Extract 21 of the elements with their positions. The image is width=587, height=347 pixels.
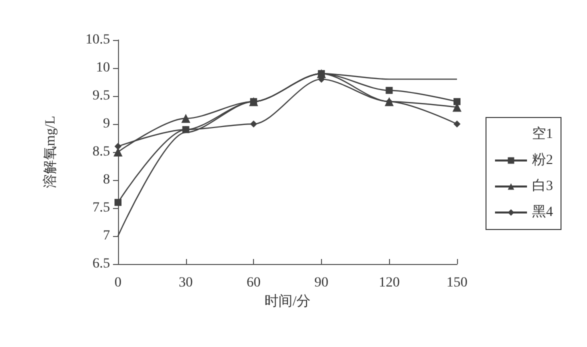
x-tick-label: 90	[314, 276, 328, 290]
x-tick-label: 150	[446, 276, 468, 290]
x-axis-title: 时间/分	[264, 293, 310, 310]
x-tick-label: 30	[178, 276, 193, 290]
x-tick-label: 120	[378, 276, 400, 290]
y-axis-title: 溶解氧mg/L	[42, 116, 58, 188]
y-tick-label: 8	[103, 172, 110, 188]
legend-label: 黑4	[532, 205, 553, 220]
y-tick-label: 9	[103, 116, 110, 132]
y-tick-label: 9.5	[92, 88, 110, 104]
y-tick-label: 6.5	[92, 256, 110, 272]
y-tick-label: 7.5	[92, 200, 110, 216]
legend-label: 白3	[532, 178, 553, 194]
y-tick-label: 8.5	[92, 144, 110, 160]
y-tick-label: 10	[96, 60, 110, 76]
y-tick-label: 7	[103, 228, 110, 244]
legend-label: 粉2	[532, 152, 553, 168]
x-tick-label: 0	[114, 276, 122, 290]
text: 空1	[532, 126, 553, 142]
x-tick-label: 60	[246, 276, 261, 290]
y-tick-label: 10.5	[86, 32, 110, 48]
